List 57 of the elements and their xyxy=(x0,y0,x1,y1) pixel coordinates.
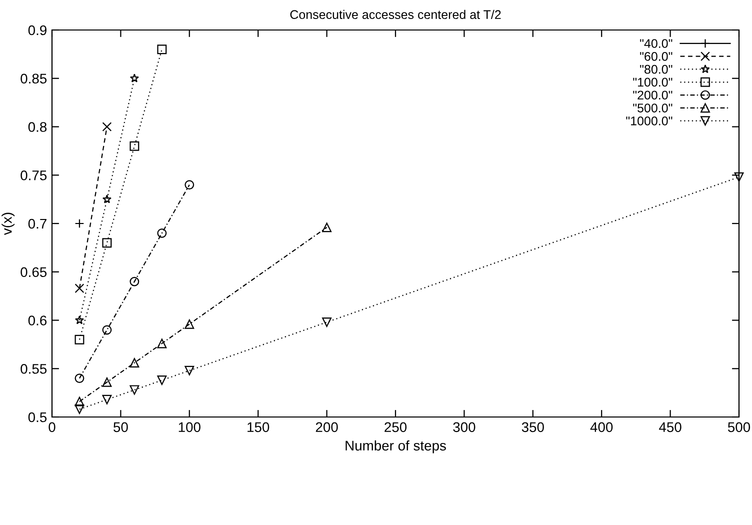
legend-label: "60.0" xyxy=(640,52,672,61)
point xyxy=(130,358,140,368)
point xyxy=(157,44,167,54)
point xyxy=(157,338,167,348)
x-tick-label: 200 xyxy=(316,422,338,432)
x-tick-label: 50 xyxy=(114,422,128,432)
x-tick-label: 500 xyxy=(728,422,750,432)
y-tick-label: 0.85 xyxy=(20,74,47,84)
y-tick-label: 0.9 xyxy=(28,25,46,36)
x-tick-label: 250 xyxy=(384,422,407,432)
point xyxy=(157,228,167,238)
point xyxy=(74,396,84,406)
y-tick-label: 0.75 xyxy=(20,170,47,180)
y-tick-label: 0.5 xyxy=(28,412,47,422)
point xyxy=(184,180,194,190)
x-tick-label: 350 xyxy=(522,422,544,432)
y-tick-label: 0.7 xyxy=(28,218,46,229)
point xyxy=(130,276,140,286)
y-tick-label: 0.6 xyxy=(28,316,47,326)
point xyxy=(184,366,194,376)
y-tick-label: 0.65 xyxy=(20,267,47,278)
x-tick-label: 0 xyxy=(48,422,56,432)
point xyxy=(102,325,112,335)
point xyxy=(322,222,332,232)
point xyxy=(184,319,194,329)
x-tick-label: 450 xyxy=(659,422,682,432)
x-tick-label: 150 xyxy=(248,422,270,432)
y-tick-label: 0.8 xyxy=(28,122,47,132)
point xyxy=(130,385,140,395)
legend-label: "1000.0" xyxy=(626,116,672,126)
point xyxy=(74,284,84,294)
point xyxy=(74,334,84,344)
x-tick-label: 300 xyxy=(453,422,476,432)
chart-title: Consecutive accesses centered at T/2 xyxy=(290,10,501,20)
point xyxy=(734,172,744,182)
point xyxy=(322,317,332,327)
point xyxy=(74,316,84,324)
point xyxy=(102,122,112,132)
legend-label: "100.0" xyxy=(633,78,672,87)
legend-label: "80.0" xyxy=(640,64,672,74)
point xyxy=(130,74,139,82)
legend-label: "40.0" xyxy=(640,39,672,48)
legend-label: "500.0" xyxy=(633,104,672,112)
point xyxy=(102,238,112,248)
point xyxy=(102,377,112,387)
x-tick-label: 100 xyxy=(178,422,200,432)
legend-label: "200.0" xyxy=(633,90,672,100)
point xyxy=(130,141,140,151)
point xyxy=(102,394,112,404)
point xyxy=(74,374,84,384)
point xyxy=(74,404,84,414)
point xyxy=(102,194,112,204)
y-tick-label: 0.55 xyxy=(20,364,47,374)
point xyxy=(157,376,167,385)
x-axis-title: Number of steps xyxy=(346,440,446,454)
y-axis-title: v(x) xyxy=(2,212,15,236)
x-tick-label: 400 xyxy=(590,422,613,432)
